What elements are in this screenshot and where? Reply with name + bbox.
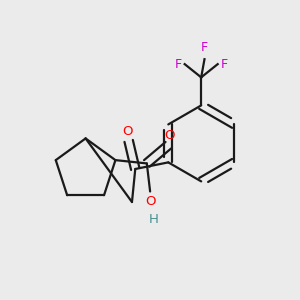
Text: F: F bbox=[221, 58, 228, 70]
Text: O: O bbox=[145, 195, 155, 208]
Text: F: F bbox=[201, 41, 208, 54]
Text: F: F bbox=[175, 58, 182, 70]
Text: O: O bbox=[165, 129, 175, 142]
Text: H: H bbox=[148, 213, 158, 226]
Text: O: O bbox=[122, 124, 132, 138]
